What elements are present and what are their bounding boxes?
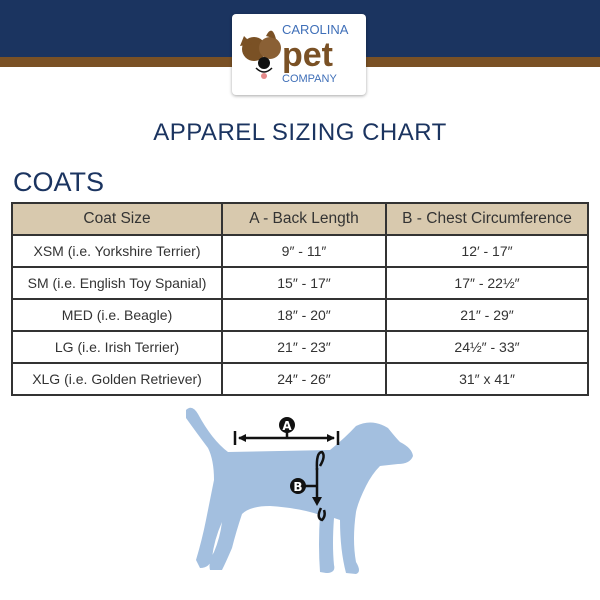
- cell-back-length: 9″ - 11″: [221, 234, 387, 268]
- cell-size: LG (i.e. Irish Terrier): [11, 330, 223, 364]
- column-header: A - Back Length: [221, 202, 387, 236]
- label-a: A: [282, 419, 292, 433]
- carolina-pet-logo[interactable]: CAROLINA pet COMPANY: [232, 14, 366, 95]
- label-b: B: [293, 480, 302, 494]
- logo-text-company: COMPANY: [282, 73, 337, 85]
- cell-back-length: 21″ - 23″: [221, 330, 387, 364]
- cell-size: XLG (i.e. Golden Retriever): [11, 362, 223, 396]
- logo-text-carolina: CAROLINA: [282, 22, 349, 37]
- cell-size: SM (i.e. English Toy Spanial): [11, 266, 223, 300]
- logo-text-pet: pet: [282, 37, 333, 73]
- cell-chest: 31″ x 41″: [385, 362, 589, 396]
- cell-chest: 17″ - 22½″: [385, 266, 589, 300]
- label-a-badge: [279, 417, 295, 433]
- column-header: Coat Size: [11, 202, 223, 236]
- table-row: SM (i.e. English Toy Spanial) 15″ - 17″ …: [11, 266, 589, 300]
- table-row: LG (i.e. Irish Terrier) 21″ - 23″ 24½″ -…: [11, 330, 589, 364]
- sizing-table: Coat Size A - Back Length B - Chest Circ…: [11, 202, 589, 396]
- cell-chest: 12′ - 17″: [385, 234, 589, 268]
- table-row: XSM (i.e. Yorkshire Terrier) 9″ - 11″ 12…: [11, 234, 589, 268]
- label-b-badge: [290, 478, 306, 494]
- table-header-row: Coat Size A - Back Length B - Chest Circ…: [11, 202, 589, 236]
- column-header: B - Chest Circumference: [385, 202, 589, 236]
- cell-size: XSM (i.e. Yorkshire Terrier): [11, 234, 223, 268]
- cell-chest: 24½″ - 33″: [385, 330, 589, 364]
- page-title: APPAREL SIZING CHART: [153, 119, 447, 146]
- chest-circumference-arrow: [305, 450, 326, 522]
- table-row: XLG (i.e. Golden Retriever) 24″ - 26″ 31…: [11, 362, 589, 396]
- cell-back-length: 15″ - 17″: [221, 266, 387, 300]
- table-row: MED (i.e. Beagle) 18″ - 20″ 21″ - 29″: [11, 298, 589, 332]
- cell-chest: 21″ - 29″: [385, 298, 589, 332]
- cell-back-length: 24″ - 26″: [221, 362, 387, 396]
- cell-back-length: 18″ - 20″: [221, 298, 387, 332]
- dog-logo-icon: [240, 30, 281, 79]
- back-length-arrow: [233, 430, 340, 445]
- logo-wordmark: CAROLINA pet COMPANY: [282, 22, 362, 86]
- section-heading: COATS: [13, 167, 105, 197]
- cell-size: MED (i.e. Beagle): [11, 298, 223, 332]
